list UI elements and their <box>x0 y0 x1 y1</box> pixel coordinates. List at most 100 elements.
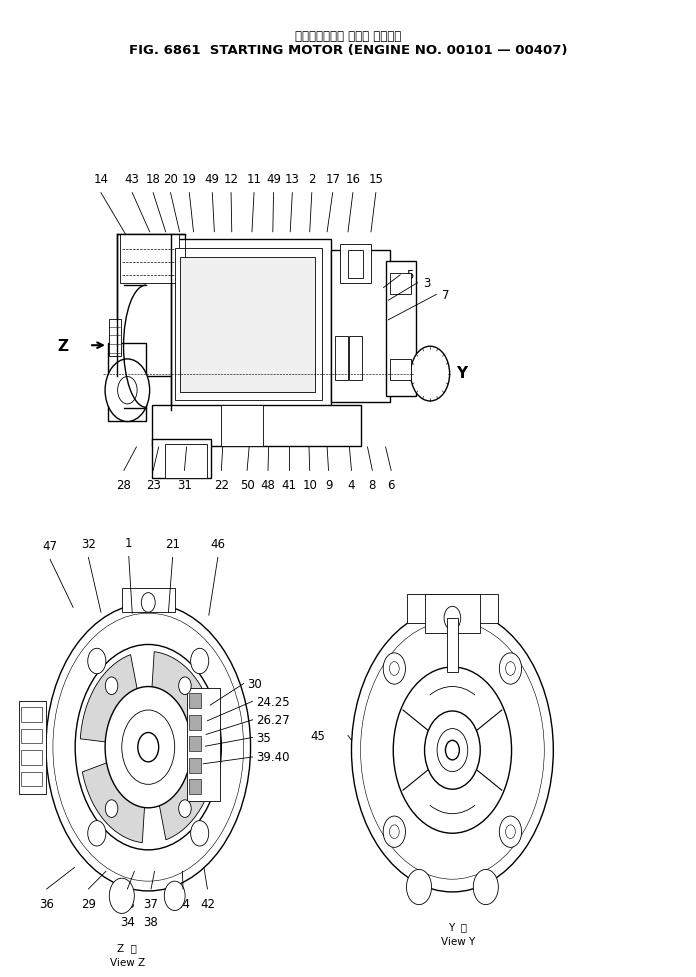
Text: View Y: View Y <box>441 936 475 946</box>
Bar <box>171 239 331 410</box>
Text: 26.27: 26.27 <box>256 713 290 727</box>
Bar <box>21 750 42 765</box>
Text: 43: 43 <box>125 173 140 186</box>
Text: Z: Z <box>57 338 68 354</box>
Bar <box>425 594 480 633</box>
Text: 14: 14 <box>93 173 109 186</box>
Bar <box>386 262 416 397</box>
Circle shape <box>505 825 515 838</box>
Circle shape <box>191 821 209 846</box>
Text: 30: 30 <box>247 677 262 691</box>
Circle shape <box>88 649 106 674</box>
Bar <box>108 344 146 422</box>
Bar <box>189 780 201 794</box>
Circle shape <box>406 870 432 905</box>
Text: 47: 47 <box>42 539 58 552</box>
Text: 35: 35 <box>256 731 271 744</box>
Text: 2: 2 <box>308 173 315 186</box>
Circle shape <box>445 741 459 760</box>
Text: 3: 3 <box>423 276 431 290</box>
Bar <box>189 694 201 708</box>
Circle shape <box>191 649 209 674</box>
Text: 45: 45 <box>311 729 326 743</box>
Bar <box>152 440 211 479</box>
Bar <box>21 707 42 722</box>
Text: 8: 8 <box>369 479 376 491</box>
Circle shape <box>444 607 461 630</box>
Text: 16: 16 <box>345 173 361 186</box>
Circle shape <box>411 347 450 402</box>
Bar <box>221 405 263 446</box>
Text: 38: 38 <box>143 915 159 928</box>
Bar <box>21 772 42 786</box>
Text: 18: 18 <box>145 173 161 186</box>
Bar <box>189 758 201 773</box>
Bar <box>152 405 361 446</box>
Text: 12: 12 <box>223 173 239 186</box>
Text: 20: 20 <box>163 173 178 186</box>
Text: 49: 49 <box>266 173 281 186</box>
Text: 49: 49 <box>205 173 220 186</box>
Bar <box>189 715 201 730</box>
Circle shape <box>109 878 134 913</box>
Circle shape <box>141 593 155 613</box>
Text: 4: 4 <box>348 479 355 491</box>
Text: 10: 10 <box>302 479 317 491</box>
Text: 28: 28 <box>116 479 132 491</box>
Text: 36: 36 <box>39 897 54 910</box>
Text: 46: 46 <box>210 537 226 550</box>
Circle shape <box>138 733 159 762</box>
Bar <box>335 337 348 381</box>
Wedge shape <box>148 652 214 747</box>
Text: 15: 15 <box>368 173 383 186</box>
Text: 48: 48 <box>260 479 276 491</box>
Circle shape <box>164 881 185 911</box>
Text: 23: 23 <box>145 479 161 491</box>
Circle shape <box>499 654 521 685</box>
Bar <box>189 737 201 751</box>
Circle shape <box>383 654 406 685</box>
Circle shape <box>75 645 221 850</box>
Text: 39.40: 39.40 <box>256 750 290 764</box>
Text: 50: 50 <box>239 479 255 491</box>
Circle shape <box>351 609 553 892</box>
Circle shape <box>105 687 191 808</box>
Circle shape <box>425 711 480 789</box>
Circle shape <box>88 821 106 846</box>
Circle shape <box>118 377 137 404</box>
Text: 37: 37 <box>143 897 159 910</box>
Wedge shape <box>82 747 148 843</box>
Circle shape <box>46 604 251 891</box>
Text: 33: 33 <box>120 897 135 910</box>
Text: 6: 6 <box>388 479 395 491</box>
Text: 5: 5 <box>406 269 413 282</box>
Circle shape <box>390 662 400 676</box>
Text: スターティング モータ 適用号機: スターティング モータ 適用号機 <box>295 29 401 43</box>
Bar <box>390 274 411 295</box>
Circle shape <box>437 729 468 772</box>
Text: 13: 13 <box>285 173 300 186</box>
Text: 9: 9 <box>325 479 332 491</box>
Bar <box>340 244 371 283</box>
Text: Y  矢: Y 矢 <box>448 921 468 931</box>
Text: 7: 7 <box>442 288 450 302</box>
Text: 34: 34 <box>120 915 135 928</box>
Bar <box>349 337 362 381</box>
Text: 41: 41 <box>281 479 296 491</box>
Bar <box>21 729 42 743</box>
Text: 44: 44 <box>175 897 191 910</box>
Circle shape <box>179 800 191 818</box>
Circle shape <box>473 870 498 905</box>
Circle shape <box>122 710 175 785</box>
Circle shape <box>499 816 521 847</box>
Bar <box>348 251 363 278</box>
Text: 42: 42 <box>200 897 215 910</box>
Circle shape <box>383 816 406 847</box>
Circle shape <box>505 662 515 676</box>
Bar <box>187 689 220 801</box>
Circle shape <box>179 677 191 695</box>
Bar <box>19 701 46 794</box>
Text: 24.25: 24.25 <box>256 695 290 708</box>
Bar <box>120 234 179 283</box>
Text: 22: 22 <box>214 479 229 491</box>
